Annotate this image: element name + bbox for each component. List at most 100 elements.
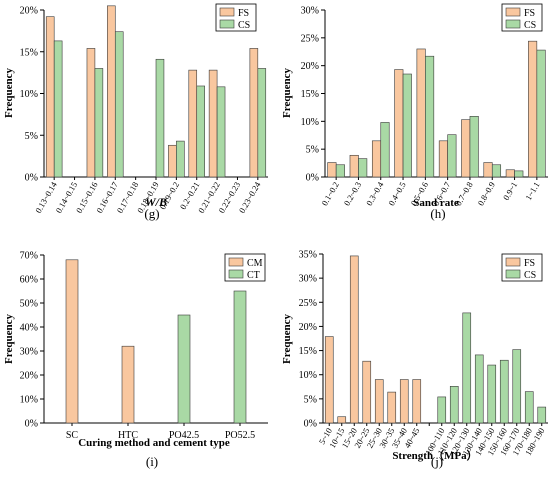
bar-cs	[469, 116, 479, 178]
bar-fs	[45, 16, 55, 178]
bar-cs	[524, 391, 534, 424]
bar-fs	[249, 48, 259, 178]
bar-cs	[257, 68, 267, 178]
bar-cs	[114, 31, 124, 178]
bar-fs	[188, 69, 198, 178]
bar-fs	[371, 140, 382, 178]
y-tick-label: 20%	[301, 61, 319, 72]
bar-fs	[327, 162, 337, 178]
bar-cs	[53, 40, 63, 178]
x-tick-label: 0.3~0.4	[364, 179, 386, 207]
y-tick-label: 30%	[20, 347, 38, 358]
y-tick-label: 15%	[20, 47, 38, 58]
bar-cs	[499, 359, 509, 424]
x-axis-title: Sand rate	[413, 197, 459, 209]
y-tick-label: 25%	[301, 33, 319, 44]
bar-fs	[438, 140, 448, 178]
legend-swatch-cs	[505, 19, 521, 29]
bar-fs	[505, 169, 515, 178]
legend-swatch-fs	[219, 7, 235, 17]
x-axis-title: W/B	[145, 195, 167, 209]
bar-fs	[528, 40, 538, 178]
x-tick-label: SC	[66, 430, 79, 441]
y-tick-label: 10%	[301, 117, 319, 128]
bar-cs	[402, 73, 412, 178]
legend-label-fs: FS	[524, 258, 535, 269]
bar-fs	[168, 144, 177, 178]
bar-cs	[537, 406, 547, 424]
bar-fs	[324, 336, 334, 424]
legend-swatch-cs	[219, 19, 235, 29]
bar-cs	[216, 86, 226, 178]
chart-j: 0%5%10%15%20%25%30%35%5~1010~1515~2020~2…	[281, 250, 548, 469]
bar-fs	[412, 379, 422, 424]
bar-fs	[461, 119, 471, 178]
bar-cs	[196, 85, 205, 178]
y-tick-label: 20%	[20, 371, 38, 382]
y-tick-label: 10%	[20, 395, 38, 406]
x-tick-label: 0.8~0.9	[475, 180, 497, 207]
y-axis-title: Frequency	[3, 314, 15, 364]
bar-fs	[349, 255, 359, 424]
bar-cs	[514, 170, 524, 178]
y-tick-label: 20%	[20, 6, 38, 17]
bar-fs	[387, 391, 397, 424]
y-tick-label: 25%	[299, 298, 317, 309]
bar-cs	[155, 58, 165, 178]
y-tick-label: 20%	[299, 322, 317, 333]
y-tick-label: 15%	[301, 89, 319, 100]
legend-label-cs: CS	[524, 20, 536, 31]
panel-label: (h)	[430, 206, 445, 221]
bar-cs	[487, 364, 497, 424]
bar-ct	[233, 290, 247, 424]
x-axis-title: Curing method and cement type	[78, 437, 230, 449]
legend-label-cs: CS	[524, 270, 536, 281]
y-tick-label: 5%	[304, 394, 317, 405]
x-tick-label: 0.2~0.3	[342, 180, 364, 207]
bar-cs	[425, 55, 435, 178]
y-axis-title: Frequency	[281, 314, 293, 364]
legend-swatch-fs	[505, 257, 521, 267]
chart-g: 0%5%10%15%20%0.13~0.140.14~0.150.15~0.16…	[3, 3, 268, 221]
y-tick-label: 50%	[20, 299, 38, 310]
panel-label: (j)	[431, 454, 443, 469]
panel-label: (g)	[144, 206, 159, 221]
x-tick-label: PO42.5	[169, 430, 199, 441]
bar-fs	[208, 69, 218, 178]
bar-cs	[176, 140, 185, 178]
bar-fs	[416, 48, 426, 178]
bar-cm	[121, 345, 135, 424]
bar-cm	[65, 259, 79, 424]
bar-fs	[394, 69, 404, 178]
y-tick-label: 0%	[306, 173, 319, 184]
bar-fs	[374, 379, 384, 424]
y-tick-label: 40%	[20, 323, 38, 334]
y-tick-label: 5%	[306, 145, 319, 156]
y-axis-title: Frequency	[281, 68, 293, 118]
bar-cs	[380, 122, 390, 178]
bar-fs	[337, 416, 347, 424]
x-tick-label: HTC	[118, 430, 138, 441]
bar-fs	[483, 162, 493, 178]
y-tick-label: 0%	[304, 419, 317, 430]
y-tick-label: 0%	[25, 419, 38, 430]
y-tick-label: 60%	[20, 275, 38, 286]
bar-cs	[474, 354, 484, 424]
bar-cs	[447, 134, 457, 178]
x-tick-label: 0.4~0.5	[386, 180, 408, 207]
x-tick-label: PO52.5	[225, 430, 255, 441]
legend-swatch-ct	[228, 269, 244, 279]
bar-cs	[94, 68, 104, 178]
y-tick-label: 10%	[299, 370, 317, 381]
y-tick-label: 10%	[20, 89, 38, 100]
legend-label-cm: CM	[247, 258, 263, 269]
chart-h: 0% 5% 10% 15% 20% 25% 30% 0.1~0.2 0.2~0.3 0.3~0.4…	[281, 3, 548, 221]
legend-label-ct: CT	[247, 270, 260, 281]
bar-cs	[462, 312, 472, 424]
bar-fs	[362, 360, 372, 424]
x-axis-title: Strength（MPa）	[392, 449, 477, 462]
